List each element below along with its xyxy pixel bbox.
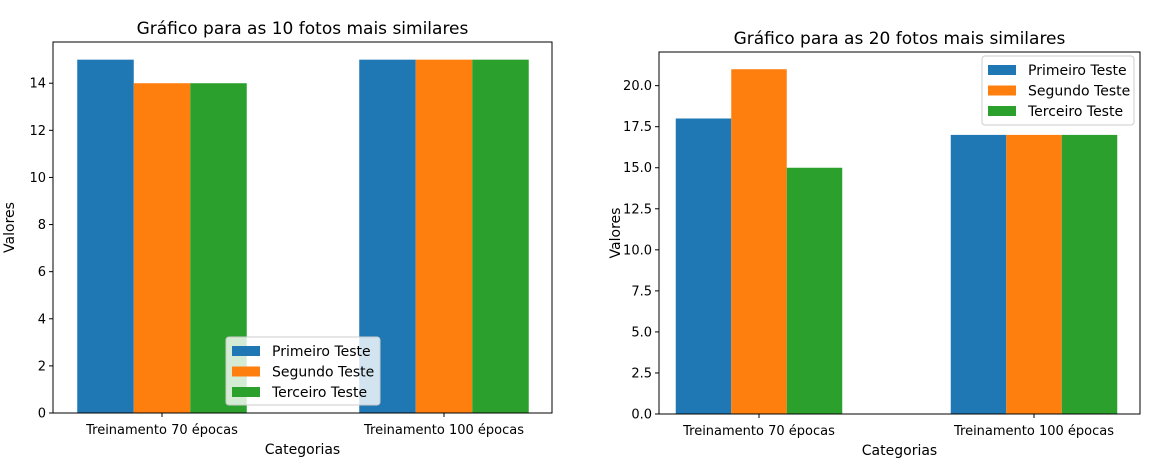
legend-swatch-3 xyxy=(232,387,260,397)
y-tick-label: 14 xyxy=(29,77,46,92)
legend-label: Segundo Teste xyxy=(272,365,374,381)
legend-label: Terceiro Teste xyxy=(1027,104,1123,120)
legend-label: Terceiro Teste xyxy=(271,385,367,401)
y-tick-label: 17.5 xyxy=(623,120,652,135)
plot-frame xyxy=(658,51,1141,415)
y-axis-label: Valores xyxy=(608,208,624,259)
y-tick-label: 8 xyxy=(38,218,46,233)
bar-2-1 xyxy=(731,69,787,414)
y-tick-label: 0 xyxy=(38,407,46,422)
bar-1-1 xyxy=(675,118,732,414)
x-axis-label: Categorias xyxy=(862,443,937,459)
plot-frame xyxy=(52,41,553,414)
chart-title: Gráfico para as 20 fotos mais similares xyxy=(734,29,1066,49)
bar-2-2 xyxy=(415,59,473,414)
y-tick-label: 15.0 xyxy=(623,161,652,176)
legend-label: Primeiro Teste xyxy=(272,344,371,360)
y-tick-label: 12 xyxy=(29,124,46,139)
y-tick-label: 5.0 xyxy=(631,325,652,340)
chart-1: Gráfico para as 10 fotos mais similares 0… xyxy=(2,19,553,458)
legend-box xyxy=(981,55,1135,126)
legend-swatch-1 xyxy=(988,65,1016,75)
legend-box xyxy=(225,336,381,406)
legend-label: Primeiro Teste xyxy=(1028,63,1127,79)
y-axis-label: Valores xyxy=(2,202,18,253)
chart-title: Gráfico para as 10 fotos mais similares xyxy=(137,19,469,39)
bar-1-2 xyxy=(950,134,1007,414)
legend-swatch-1 xyxy=(232,346,260,356)
legend-swatch-3 xyxy=(988,106,1016,116)
bar-2-2 xyxy=(1006,134,1062,414)
y-tick-label: 0.0 xyxy=(631,408,652,423)
bar-2-1 xyxy=(133,83,191,413)
bar-3-1 xyxy=(786,167,843,414)
y-tick-label: 7.5 xyxy=(631,284,652,299)
y-tick-label: 12.5 xyxy=(623,202,652,217)
legend-label: Segundo Teste xyxy=(1028,84,1130,100)
y-tick-label: 2 xyxy=(38,359,46,374)
x-tick-label: Treinamento 70 épocas xyxy=(682,424,835,439)
x-axis-label: Categorias xyxy=(265,442,340,458)
y-tick-label: 6 xyxy=(38,265,46,280)
y-tick-label: 2.5 xyxy=(631,366,652,381)
x-tick-label: Treinamento 70 épocas xyxy=(85,423,238,438)
x-tick-label: Treinamento 100 épocas xyxy=(363,423,524,438)
y-tick-label: 10.0 xyxy=(623,243,652,258)
legend-swatch-2 xyxy=(988,85,1016,96)
bar-3-2 xyxy=(1061,134,1118,414)
y-tick-label: 20.0 xyxy=(623,79,652,94)
y-tick-label: 4 xyxy=(38,312,46,327)
y-tick-label: 10 xyxy=(29,171,46,186)
chart-2: Gráfico para as 20 fotos mais similares 0… xyxy=(608,29,1141,459)
legend-swatch-2 xyxy=(232,366,260,377)
x-tick-label: Treinamento 100 épocas xyxy=(953,424,1114,439)
bar-3-2 xyxy=(472,59,529,414)
bar-1-1 xyxy=(77,59,134,414)
